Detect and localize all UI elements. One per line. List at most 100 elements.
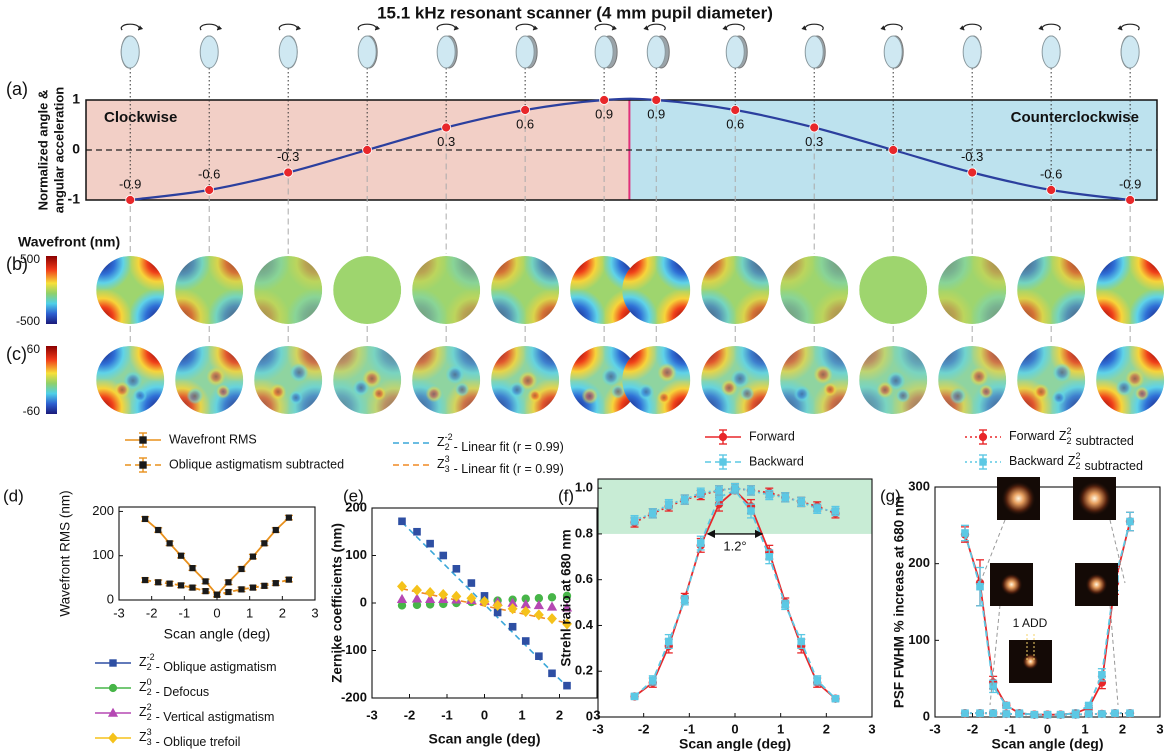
- x-tick-label: 2: [823, 721, 830, 736]
- marker: [990, 710, 997, 717]
- marker: [1099, 711, 1106, 718]
- colorbar: [46, 256, 57, 324]
- legend-marker: [140, 462, 146, 468]
- marker: [273, 581, 278, 586]
- colorbar-tick-label: 60: [27, 342, 41, 356]
- y-tick-label: 0: [586, 708, 593, 723]
- data-point: [205, 186, 214, 195]
- x-tick-label: 0: [731, 721, 738, 736]
- legend-text: subtracted: [1085, 459, 1143, 473]
- map-speckle: [877, 382, 894, 399]
- x-tick-label: 0: [1044, 721, 1051, 736]
- y-axis-label: PSF FWHM % increase at 680 nm: [892, 496, 907, 708]
- marker: [143, 577, 148, 582]
- rotation-arrow: [279, 24, 297, 30]
- marker: [250, 554, 255, 559]
- marker: [665, 501, 672, 508]
- panel-label: (e): [343, 486, 364, 505]
- x-tick-label: -1: [684, 721, 696, 736]
- x-tick-label: 2: [1119, 721, 1126, 736]
- y-tick-label: -100: [341, 642, 367, 657]
- marker: [631, 693, 638, 700]
- point-label: 0.3: [805, 134, 823, 149]
- marker: [522, 638, 529, 645]
- map-speckle: [206, 367, 225, 386]
- map-speckle: [979, 384, 993, 398]
- marker: [156, 580, 161, 585]
- map-speckle: [657, 391, 671, 405]
- marker: [1085, 711, 1092, 718]
- x-tick-label: 1: [246, 605, 253, 620]
- map-speckle: [1053, 363, 1072, 382]
- psf-spot: [1001, 574, 1023, 596]
- marker: [239, 587, 244, 592]
- map-speckle: [289, 391, 303, 405]
- map-speckle: [528, 389, 542, 403]
- legend-text: - Oblique trefoil: [156, 735, 241, 749]
- y-tick-label: 200: [92, 503, 114, 518]
- inset-connector: [1110, 605, 1118, 705]
- marker: [226, 589, 231, 594]
- y-tick-label: 200: [908, 555, 930, 570]
- marker: [548, 594, 555, 601]
- marker: [535, 601, 544, 609]
- marker: [226, 580, 231, 585]
- marker: [536, 653, 543, 660]
- marker: [1072, 711, 1079, 718]
- mirror: [884, 36, 902, 68]
- data-point: [442, 123, 451, 132]
- x-tick-label: 0: [213, 605, 220, 620]
- data-point: [363, 146, 372, 155]
- point-label: -0.9: [1119, 176, 1141, 191]
- map-speckle: [216, 384, 230, 398]
- y-tick-label: 0: [72, 141, 80, 157]
- point-label: -0.3: [277, 149, 299, 164]
- marker: [203, 579, 208, 584]
- point-label: 0.6: [516, 116, 534, 131]
- legend-marker: [719, 433, 726, 440]
- marker: [650, 510, 657, 517]
- map-speckle: [290, 363, 309, 382]
- map-lobe: [74, 324, 132, 382]
- x-tick-label: -3: [929, 721, 941, 736]
- panel-label: (c): [6, 344, 27, 364]
- marker: [977, 710, 984, 717]
- mirror: [647, 36, 665, 68]
- y-tick-label: 0: [107, 591, 114, 606]
- marker: [631, 517, 638, 524]
- marker: [262, 583, 267, 588]
- rotation-arrow: [805, 24, 823, 30]
- mirror: [805, 36, 823, 68]
- marker: [814, 677, 821, 684]
- psf-spot: [1002, 482, 1036, 516]
- marker: [650, 677, 657, 684]
- data-point: [521, 106, 530, 115]
- marker: [832, 695, 839, 702]
- map-speckle: [601, 367, 620, 386]
- x-tick-label: -2: [967, 721, 979, 736]
- marker: [962, 710, 969, 717]
- marker: [1085, 702, 1092, 709]
- y-tick-label: 0: [360, 594, 367, 609]
- x-axis-label: Scan angle (deg): [679, 736, 791, 751]
- x-tick-label: -1: [179, 605, 191, 620]
- x-tick-label: 3: [868, 721, 875, 736]
- mirror: [516, 36, 534, 68]
- rotation-arrow: [1121, 24, 1139, 30]
- psf-spot: [1078, 482, 1112, 516]
- data-point: [600, 96, 609, 105]
- marker: [190, 566, 195, 571]
- marker: [156, 527, 161, 532]
- y-tick-label: 100: [908, 632, 930, 647]
- rotation-arrow: [726, 24, 744, 30]
- rotation-arrow: [121, 24, 139, 30]
- marker: [167, 581, 172, 586]
- marker: [697, 489, 704, 496]
- marker: [1044, 711, 1051, 718]
- marker: [665, 638, 672, 645]
- legend-text: - Oblique astigmatism: [156, 660, 277, 674]
- point-label: -0.3: [961, 149, 983, 164]
- marker: [167, 541, 172, 546]
- marker: [427, 540, 434, 547]
